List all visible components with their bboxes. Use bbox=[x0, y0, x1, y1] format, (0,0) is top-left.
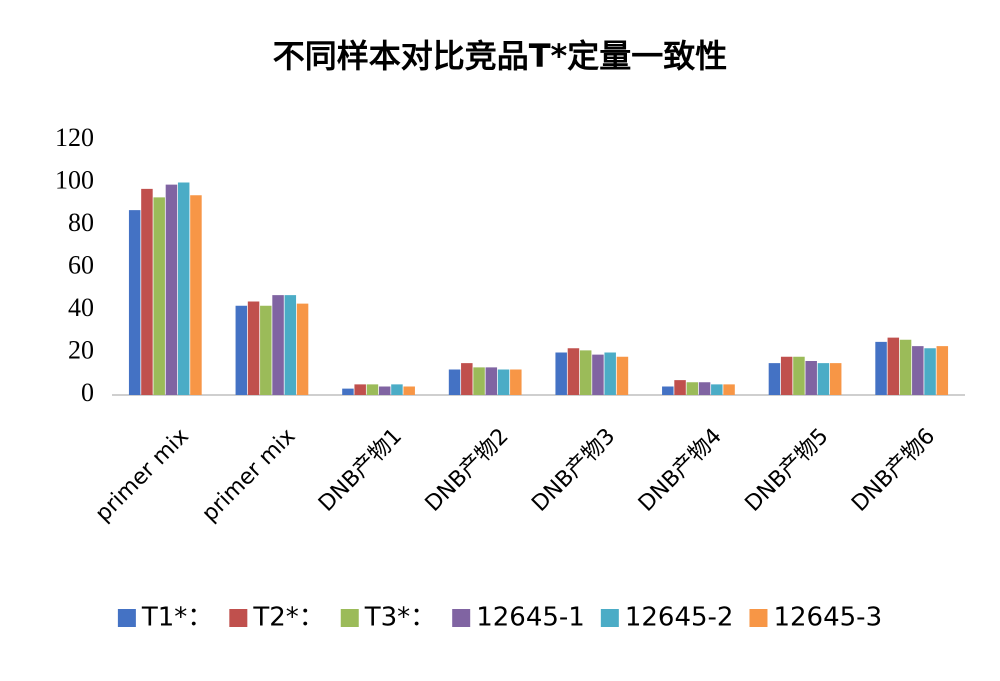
chart-title: 不同样本对比竞品T*定量一致性 bbox=[273, 37, 728, 75]
x-tick-label: DNB产物5 bbox=[741, 424, 834, 517]
legend-swatch bbox=[600, 609, 619, 627]
bar bbox=[190, 195, 202, 395]
x-tick-label: primer mix bbox=[91, 424, 194, 527]
bar bbox=[510, 369, 522, 395]
x-tick-label: DNB产物3 bbox=[527, 424, 620, 517]
bar bbox=[485, 367, 498, 395]
legend-label: T3*： bbox=[364, 603, 436, 633]
bar bbox=[592, 354, 604, 395]
bar bbox=[805, 361, 817, 395]
y-tick-label: 20 bbox=[68, 335, 94, 364]
bar bbox=[177, 182, 190, 395]
bar bbox=[247, 301, 260, 395]
bar bbox=[342, 388, 354, 395]
legend: T1*： T2*： T3*： 12645-1 12645-2 12645-3 bbox=[117, 603, 882, 633]
bar bbox=[366, 384, 379, 395]
bar bbox=[723, 384, 735, 395]
bar bbox=[403, 386, 415, 395]
bar bbox=[391, 384, 403, 395]
y-tick-label: 120 bbox=[55, 123, 94, 152]
bar bbox=[260, 305, 272, 395]
bar bbox=[924, 348, 936, 395]
bar bbox=[497, 369, 510, 395]
bar bbox=[793, 356, 805, 395]
bar bbox=[686, 382, 699, 395]
legend-swatch bbox=[117, 609, 136, 627]
bar bbox=[829, 363, 842, 395]
bar bbox=[153, 197, 165, 395]
legend-label: T1*： bbox=[141, 603, 213, 633]
legend-label: T2*： bbox=[252, 603, 324, 633]
bar bbox=[936, 346, 949, 395]
x-tick-label: DNB产物2 bbox=[421, 424, 514, 517]
bar bbox=[272, 295, 284, 395]
bar bbox=[768, 363, 781, 395]
bar bbox=[899, 339, 912, 395]
bar bbox=[674, 380, 686, 395]
bar bbox=[579, 350, 592, 395]
bar bbox=[567, 348, 580, 395]
y-tick-label: 80 bbox=[68, 208, 94, 237]
x-tick-label: DNB产物4 bbox=[634, 424, 727, 517]
bar bbox=[875, 341, 887, 395]
legend-swatch bbox=[340, 609, 359, 627]
legend-label: 12645-1 bbox=[476, 603, 585, 633]
x-tick-label: DNB产物6 bbox=[847, 424, 940, 517]
y-tick-label: 100 bbox=[55, 165, 94, 194]
bar bbox=[555, 352, 567, 395]
bar bbox=[711, 384, 723, 395]
bar bbox=[473, 367, 485, 395]
legend-swatch bbox=[749, 609, 768, 627]
bar bbox=[912, 346, 924, 395]
legend-label: 12645-2 bbox=[625, 603, 734, 633]
bar bbox=[616, 356, 629, 395]
bar bbox=[165, 184, 178, 395]
bar bbox=[817, 363, 830, 395]
bar bbox=[887, 337, 900, 395]
y-tick-label: 40 bbox=[68, 293, 94, 322]
legend-label: 12645-3 bbox=[773, 603, 882, 633]
bar bbox=[604, 352, 616, 395]
bar bbox=[461, 363, 473, 395]
x-tick-label: DNB产物1 bbox=[314, 424, 407, 517]
bar bbox=[296, 303, 309, 395]
bar bbox=[141, 188, 153, 395]
legend-swatch bbox=[452, 609, 471, 627]
y-tick-label: 0 bbox=[81, 378, 94, 407]
bar bbox=[448, 369, 461, 395]
legend-swatch bbox=[229, 609, 248, 627]
bar bbox=[698, 382, 711, 395]
bar bbox=[378, 386, 391, 395]
bar bbox=[128, 210, 141, 395]
bar bbox=[354, 384, 366, 395]
bar bbox=[235, 305, 248, 395]
bar bbox=[780, 356, 793, 395]
bar bbox=[662, 386, 674, 395]
y-tick-label: 60 bbox=[68, 250, 94, 279]
x-tick-label: primer mix bbox=[197, 424, 300, 527]
bar bbox=[284, 295, 297, 395]
